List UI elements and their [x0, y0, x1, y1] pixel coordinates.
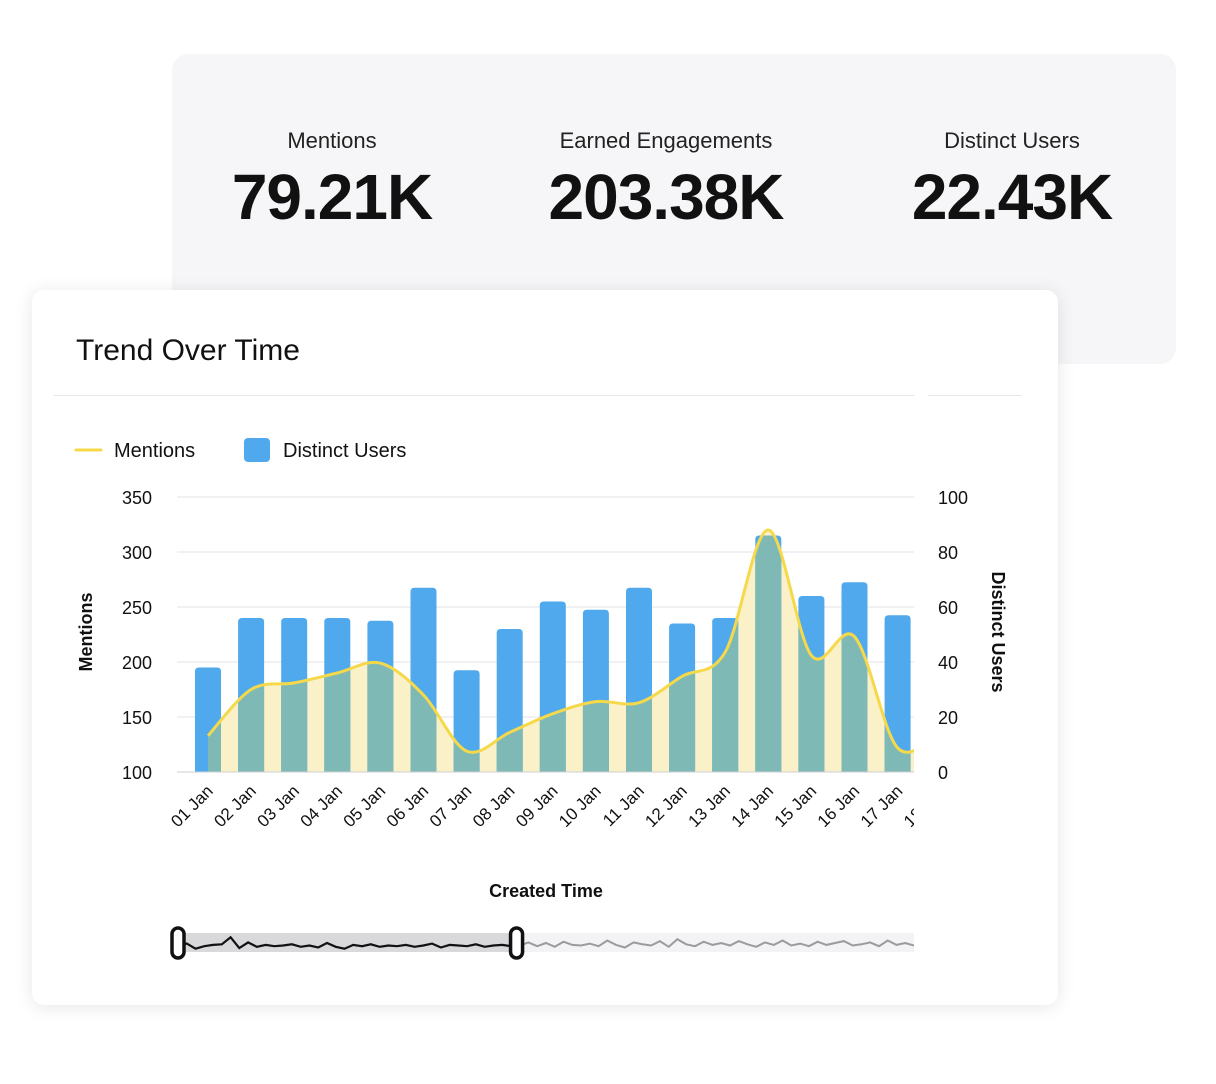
title-divider — [54, 395, 914, 396]
navigator-line-unselected — [510, 937, 914, 949]
chart-card: Trend Over Time Mentions Distinct Users … — [32, 290, 1058, 1005]
x-tick-label: 07 Jan — [426, 781, 476, 831]
stat-earned-engagements: Earned Engagements 203.38K — [506, 128, 826, 234]
x-tick-label: 05 Jan — [340, 781, 390, 831]
x-tick-label: 02 Jan — [210, 781, 260, 831]
y-right-tick-label: 20 — [938, 708, 958, 728]
chart-title: Trend Over Time — [76, 334, 300, 367]
x-tick-label: 04 Jan — [297, 781, 347, 831]
trend-chart: Mentions Distinct Users 1001502002503003… — [74, 438, 1008, 960]
y-right-tick-label: 40 — [938, 653, 958, 673]
chart-legend: Mentions Distinct Users — [74, 438, 406, 462]
x-tick-label: 18 Jan — [900, 781, 950, 831]
x-tick-label: 03 Jan — [253, 781, 303, 831]
plot-area — [195, 528, 914, 772]
x-tick-label: 06 Jan — [383, 781, 433, 831]
stat-distinct-users: Distinct Users 22.43K — [852, 128, 1172, 234]
y-axis-right-title: Distinct Users — [988, 571, 1008, 692]
stat-label: Earned Engagements — [559, 128, 773, 153]
stat-value: 79.21K — [231, 161, 433, 233]
mentions-line — [206, 528, 914, 754]
y-left-tick-label: 300 — [122, 543, 152, 563]
y-right-tick-label: 100 — [938, 488, 968, 508]
y-right-tick-label: 60 — [938, 598, 958, 618]
navigator-lines — [177, 935, 914, 950]
y-left-tick-label: 150 — [122, 708, 152, 728]
range-navigator[interactable] — [170, 926, 914, 960]
x-tick-label: 01 Jan — [167, 781, 217, 831]
title-divider-right — [928, 395, 1022, 396]
bar-overlap — [755, 535, 782, 772]
x-tick-label: 15 Jan — [771, 781, 821, 831]
navigator-selection — [178, 933, 517, 952]
y-left-tick-label: 350 — [122, 488, 152, 508]
legend-distinct-users-swatch — [244, 438, 270, 462]
legend-mentions-label: Mentions — [114, 440, 195, 462]
legend-item-distinct-users[interactable]: Distinct Users — [244, 438, 406, 462]
y-axis-right: 0 20 40 60 80 100 — [938, 488, 968, 783]
navigator-handle-right[interactable] — [508, 926, 525, 960]
y-left-tick-label: 100 — [122, 763, 152, 783]
x-tick-label: 09 Jan — [512, 781, 562, 831]
y-right-tick-label: 80 — [938, 543, 958, 563]
x-tick-label: 10 Jan — [555, 781, 605, 831]
bar-distinct-users — [884, 615, 911, 772]
legend-item-mentions[interactable]: Mentions — [74, 440, 195, 462]
y-left-tick-label: 250 — [122, 598, 152, 618]
x-axis-title: Created Time — [489, 881, 603, 901]
y-left-tick-label: 200 — [122, 653, 152, 673]
navigator-handle-left[interactable] — [170, 926, 186, 960]
x-tick-label: 17 Jan — [857, 781, 907, 831]
stat-value: 203.38K — [548, 161, 785, 233]
stat-label: Mentions — [287, 128, 377, 153]
x-tick-label: 13 Jan — [684, 781, 734, 831]
stat-mentions: Mentions 79.21K — [172, 128, 492, 234]
navigator-line-selected — [177, 935, 512, 950]
y-axis-left-title: Mentions — [76, 593, 96, 672]
stat-value: 22.43K — [911, 161, 1113, 233]
y-right-tick-label: 0 — [938, 763, 948, 783]
stat-label: Distinct Users — [944, 128, 1080, 153]
x-tick-label: 08 Jan — [469, 781, 519, 831]
legend-distinct-users-label: Distinct Users — [283, 440, 406, 462]
y-axis-left: 100 150 200 250 300 350 — [122, 488, 152, 783]
x-tick-label: 16 Jan — [814, 781, 864, 831]
x-tick-label: 12 Jan — [641, 781, 691, 831]
x-tick-label: 14 Jan — [728, 781, 778, 831]
x-tick-label: 11 Jan — [599, 781, 648, 830]
